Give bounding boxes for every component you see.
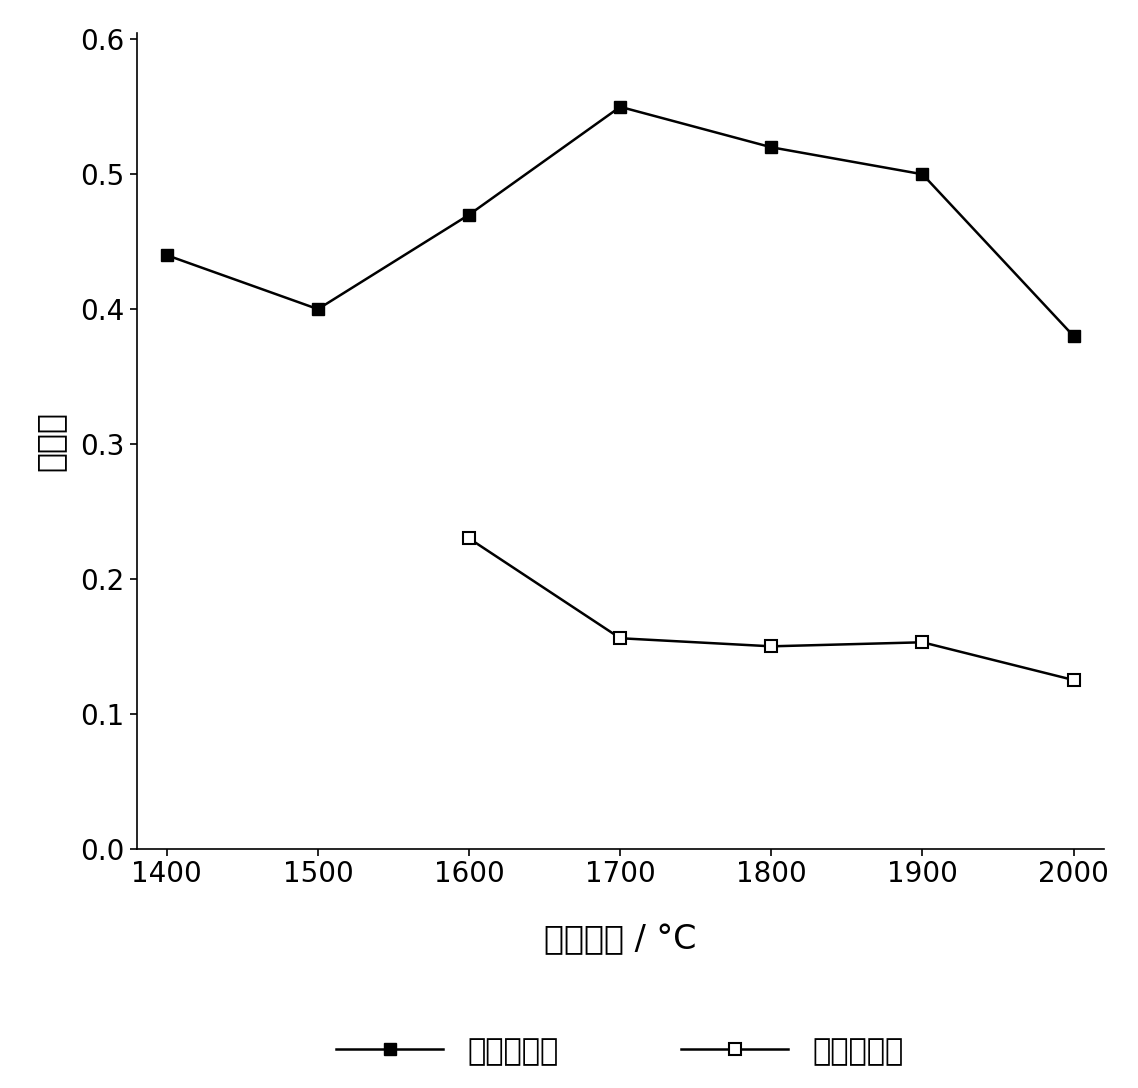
加入甘露醇 <box>160 249 174 262</box>
不加甘露醇 <box>765 640 778 653</box>
Line: 加入甘露醇: 加入甘露醇 <box>162 101 1079 342</box>
Legend: 加入甘露醇, 不加甘露醇: 加入甘露醇, 不加甘露醇 <box>324 1025 916 1078</box>
不加甘露醇 <box>462 532 476 545</box>
不加甘露醇 <box>1066 673 1080 687</box>
不加甘露醇 <box>916 635 930 648</box>
X-axis label: 灰化温度 / °C: 灰化温度 / °C <box>544 923 696 956</box>
加入甘露醇 <box>765 140 778 153</box>
加入甘露醇 <box>311 302 324 316</box>
加入甘露醇 <box>1066 330 1080 343</box>
不加甘露醇 <box>613 632 627 645</box>
Y-axis label: 吸光度: 吸光度 <box>33 410 66 471</box>
加入甘露醇 <box>462 208 476 221</box>
加入甘露醇 <box>916 168 930 181</box>
加入甘露醇 <box>613 100 627 113</box>
Line: 不加甘露醇: 不加甘露醇 <box>463 533 1079 685</box>
